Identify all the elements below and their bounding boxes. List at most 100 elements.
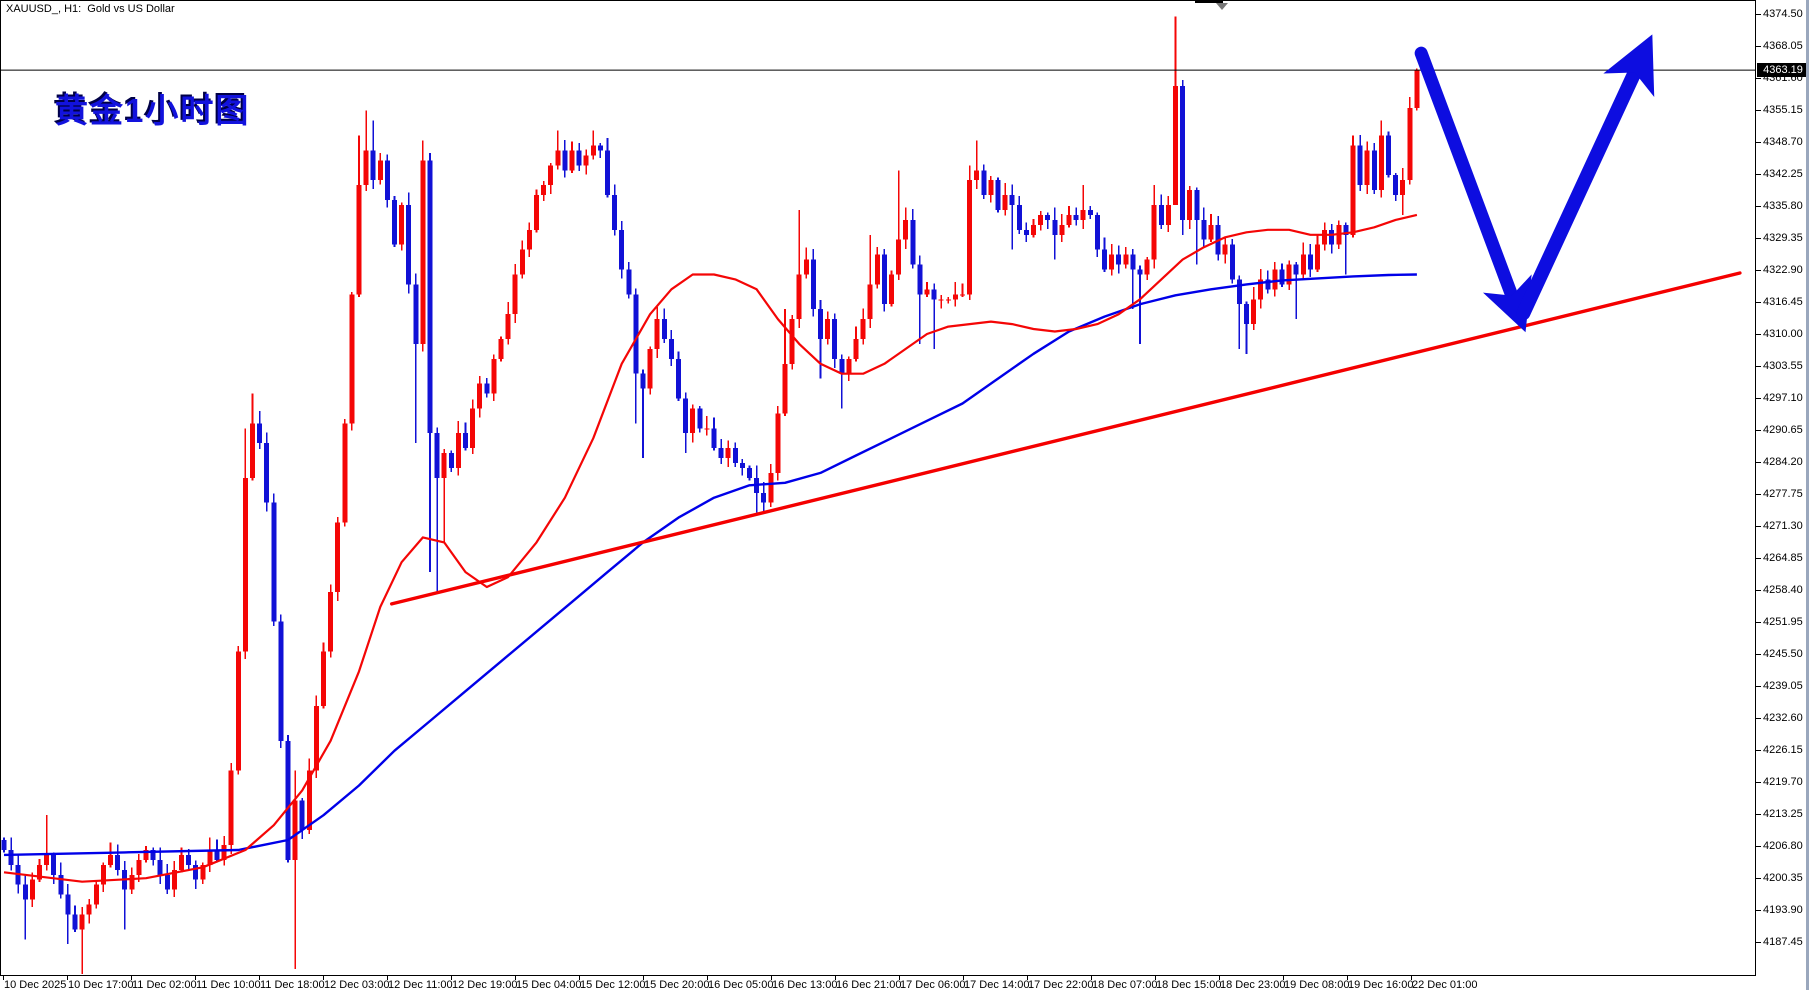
time-tick bbox=[1218, 976, 1220, 980]
chart-shift-marker-icon bbox=[1216, 3, 1228, 10]
price-tick bbox=[1756, 589, 1761, 591]
price-label: 4368.05 bbox=[1763, 39, 1803, 52]
price-tick bbox=[1756, 429, 1761, 431]
window-right-edge bbox=[1806, 0, 1809, 990]
time-label: 19 Dec 08:00 bbox=[1284, 979, 1350, 990]
price-label: 4322.90 bbox=[1763, 263, 1803, 276]
price-tick bbox=[1756, 397, 1761, 399]
current-price-tag: 4363.19 bbox=[1757, 63, 1809, 78]
time-label: 11 Dec 10:00 bbox=[196, 979, 261, 990]
price-tick bbox=[1756, 365, 1761, 367]
time-label: 12 Dec 03:00 bbox=[324, 979, 390, 990]
price-tick bbox=[1756, 557, 1761, 559]
price-tick bbox=[1756, 301, 1761, 303]
time-tick bbox=[642, 976, 644, 980]
price-tick bbox=[1756, 205, 1761, 207]
price-tick bbox=[1756, 493, 1761, 495]
price-tick bbox=[1756, 877, 1761, 879]
time-tick bbox=[1154, 976, 1156, 980]
time-tick bbox=[834, 976, 836, 980]
price-label: 4245.50 bbox=[1763, 647, 1803, 660]
price-label: 4348.70 bbox=[1763, 135, 1803, 148]
price-tick bbox=[1756, 45, 1761, 47]
price-label: 4206.80 bbox=[1763, 839, 1803, 852]
time-label: 10 Dec 17:00 bbox=[68, 979, 134, 990]
price-label: 4258.40 bbox=[1763, 583, 1803, 596]
time-label: 16 Dec 21:00 bbox=[836, 979, 902, 990]
time-label: 16 Dec 05:00 bbox=[708, 979, 774, 990]
price-label: 4290.65 bbox=[1763, 423, 1803, 436]
chart-title-overlay: 黄金1小时图 bbox=[55, 92, 251, 129]
price-label: 4271.30 bbox=[1763, 519, 1803, 532]
ma-slow-blue-line[interactable] bbox=[3, 273, 1417, 857]
price-label: 4303.55 bbox=[1763, 359, 1803, 372]
time-label: 18 Dec 07:00 bbox=[1092, 979, 1158, 990]
time-label: 12 Dec 11:00 bbox=[388, 979, 453, 990]
plot-area-border bbox=[0, 0, 1756, 976]
time-label: 17 Dec 14:00 bbox=[964, 979, 1030, 990]
time-label: 15 Dec 12:00 bbox=[580, 979, 646, 990]
price-label: 4316.45 bbox=[1763, 295, 1803, 308]
price-label: 4297.10 bbox=[1763, 391, 1803, 404]
time-tick bbox=[1090, 976, 1092, 980]
time-label: 22 Dec 01:00 bbox=[1412, 979, 1478, 990]
time-label: 12 Dec 19:00 bbox=[452, 979, 518, 990]
price-tick bbox=[1756, 14, 1761, 15]
time-tick bbox=[770, 976, 772, 980]
time-tick bbox=[898, 976, 900, 980]
price-label: 4264.85 bbox=[1763, 551, 1803, 564]
price-label: 4226.15 bbox=[1763, 743, 1803, 756]
price-tick bbox=[1756, 653, 1761, 655]
price-scale[interactable]: 4374.50 4368.05 4361.60 4355.15 4348.70 4342.… bbox=[1756, 0, 1809, 976]
price-tick bbox=[1756, 77, 1761, 79]
time-label: 10 Dec 2025 bbox=[4, 979, 67, 990]
time-label: 11 Dec 18:00 bbox=[260, 979, 325, 990]
price-label: 4374.50 bbox=[1763, 8, 1803, 20]
price-label: 4213.25 bbox=[1763, 807, 1803, 820]
price-label: 4219.70 bbox=[1763, 775, 1803, 788]
price-label: 4310.00 bbox=[1763, 327, 1803, 340]
chart-shift-marker-bar bbox=[1195, 0, 1223, 3]
time-scale[interactable]: 10 Dec 2025 10 Dec 17:00 11 Dec 02:00 11 De… bbox=[0, 976, 1809, 990]
time-label: 18 Dec 23:00 bbox=[1220, 979, 1286, 990]
up-projection-arrow[interactable] bbox=[1516, 34, 1655, 321]
time-tick bbox=[1026, 976, 1028, 980]
price-tick bbox=[1756, 717, 1761, 719]
price-label: 4342.25 bbox=[1763, 167, 1803, 180]
time-tick bbox=[66, 976, 68, 980]
price-tick bbox=[1756, 237, 1761, 239]
price-tick bbox=[1756, 141, 1761, 143]
time-tick bbox=[706, 976, 708, 980]
down-v-arrow[interactable] bbox=[1414, 46, 1532, 333]
price-tick bbox=[1756, 621, 1761, 623]
ma-fast-red-line[interactable] bbox=[3, 213, 1418, 883]
time-label: 18 Dec 15:00 bbox=[1156, 979, 1222, 990]
price-tick bbox=[1756, 845, 1761, 847]
candles bbox=[1, 16, 1420, 974]
time-tick bbox=[130, 976, 132, 980]
price-label: 4277.75 bbox=[1763, 487, 1803, 500]
time-tick bbox=[2, 976, 4, 980]
time-label: 11 Dec 02:00 bbox=[132, 979, 197, 990]
price-tick bbox=[1756, 685, 1761, 687]
time-label: 16 Dec 13:00 bbox=[772, 979, 838, 990]
price-label: 4232.60 bbox=[1763, 711, 1803, 724]
time-tick bbox=[514, 976, 516, 980]
time-label: 15 Dec 04:00 bbox=[516, 979, 582, 990]
time-tick bbox=[1346, 976, 1348, 980]
symbol-title: XAUUSD_, H1: Gold vs US Dollar bbox=[6, 3, 175, 15]
price-tick bbox=[1756, 109, 1761, 111]
price-label: 4193.90 bbox=[1763, 903, 1803, 916]
price-label: 4355.15 bbox=[1763, 103, 1803, 116]
price-tick bbox=[1756, 781, 1761, 783]
price-tick bbox=[1756, 461, 1761, 463]
time-label: 15 Dec 20:00 bbox=[644, 979, 710, 990]
time-tick bbox=[578, 976, 580, 980]
time-tick bbox=[194, 976, 196, 980]
time-tick bbox=[1410, 976, 1412, 980]
price-tick bbox=[1756, 173, 1761, 175]
time-tick bbox=[1282, 976, 1284, 980]
price-tick bbox=[1756, 269, 1761, 271]
